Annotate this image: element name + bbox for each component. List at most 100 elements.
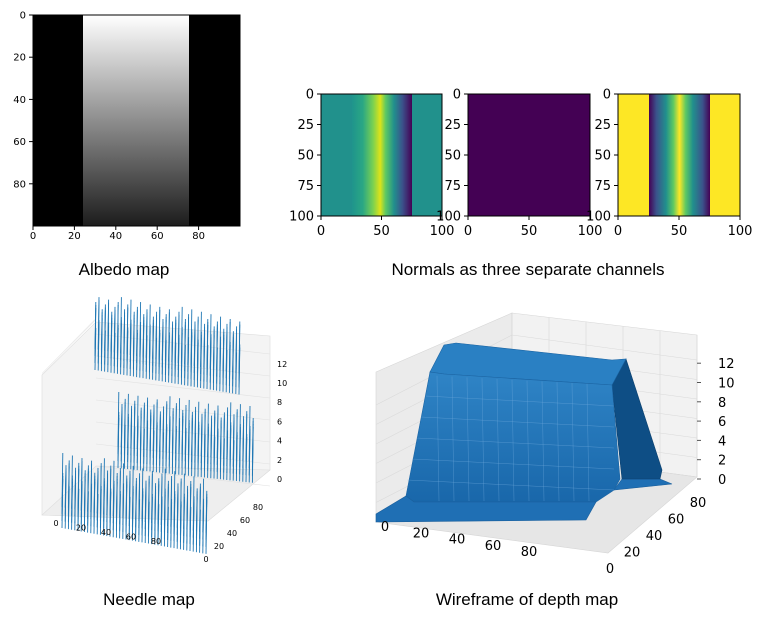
needle-arrow: [202, 478, 205, 533]
needle-arrow: [216, 405, 219, 458]
needle-arrow: [97, 297, 100, 350]
needle-arrow: [197, 401, 200, 456]
needle-arrow: [174, 316, 177, 363]
albedo-xtick-label: 40: [109, 231, 122, 242]
needle-arrow: [146, 397, 149, 451]
surface-xtick-label: 40: [449, 533, 466, 548]
needle-arrow: [171, 321, 174, 363]
needle-arrow: [87, 465, 89, 512]
needle-arrow: [120, 403, 123, 448]
needle-arrow: [180, 306, 183, 364]
normal-ytick-label: 50: [594, 149, 611, 164]
albedo-caption: Albedo map: [79, 260, 170, 279]
needle-gridline: [95, 465, 271, 487]
needle-arrow: [178, 398, 181, 454]
needle-gridline: [95, 333, 271, 355]
needle-arrow: [251, 417, 254, 462]
needle-arrow: [132, 311, 135, 356]
normal-x-left: [321, 94, 352, 216]
needle-arrow: [228, 319, 231, 372]
needle-arrow: [219, 417, 222, 459]
needle-arrow: [149, 409, 152, 451]
needle-arrow: [154, 483, 157, 524]
needle-arrow: [83, 470, 86, 512]
normals-caption: Normals as three separate channels: [391, 260, 664, 279]
needle-arrow: [148, 304, 151, 359]
needle-arrow: [200, 413, 203, 457]
normal-xtick-label: 0: [317, 224, 325, 239]
surface-mesh-lines: [407, 375, 615, 502]
needle-arrow: [163, 468, 166, 526]
needle-arrow: [61, 452, 64, 508]
surface-xtick-label: 20: [413, 526, 430, 541]
normal-xtick-label: 0: [464, 224, 472, 239]
normal-ytick-label: 100: [289, 210, 314, 225]
needle-arrow: [147, 475, 150, 523]
needle-arrow: [67, 460, 70, 509]
needle-ztick-label: 10: [277, 379, 287, 388]
needle-arrow: [162, 406, 165, 452]
needle-arrow: [123, 309, 126, 354]
surface-mesh-line: [416, 437, 615, 449]
needle-arrow: [120, 297, 122, 354]
needle-arrow: [193, 321, 196, 366]
wireframe-panel: 0 2 4 6 8 10 12 0 20 40 60 80 0 20 40 60 80 Wireframe of…: [375, 312, 735, 609]
needle-arrow: [168, 309, 170, 362]
needle-gridline: [95, 355, 271, 377]
normal-z-band: [649, 94, 710, 216]
needle-arrow: [175, 403, 177, 454]
needle-arrow: [242, 416, 245, 461]
normal-ytick-label: 25: [297, 118, 314, 133]
needle-arrow: [191, 411, 193, 456]
needle-ztick-label: 0: [277, 475, 282, 484]
needle-arrow: [90, 460, 93, 513]
normal-x-band: [352, 94, 412, 216]
normal-ytick-label: 75: [297, 179, 314, 194]
needle-arrow: [155, 399, 158, 452]
needle-arrow: [107, 299, 110, 352]
albedo-frame: [32, 14, 241, 227]
normal-ytick-label: 75: [444, 179, 461, 194]
needle-arrow: [177, 311, 180, 364]
needle-arrow: [139, 407, 142, 450]
needle-ytick-label: 80: [253, 503, 263, 512]
needle-arrow: [93, 472, 96, 513]
surface-ytick-label: 0: [606, 562, 614, 577]
needle-arrow: [126, 304, 129, 355]
needle-arrow: [74, 467, 77, 510]
albedo-panel: 0 20 40 60 80 0 20 40 60 80 Albedo map: [13, 11, 241, 279]
surface-ytick-label: 80: [690, 496, 707, 511]
needle-arrow: [226, 407, 229, 459]
normal-xtick-label: 50: [671, 224, 688, 239]
needle-arrow: [170, 475, 173, 527]
albedo-xtick-label: 0: [30, 231, 36, 242]
needle-arrow: [99, 463, 102, 514]
needle-arrow: [194, 406, 197, 456]
needle-arrow: [216, 321, 218, 370]
normal-ytick-label: 50: [297, 149, 314, 164]
needle-arrow: [80, 458, 83, 511]
needle-ztick-label: 2: [277, 456, 282, 465]
needle-gridline: [95, 377, 271, 399]
normal-ytick-label: 0: [306, 88, 314, 103]
needle-arrow: [96, 467, 99, 514]
needle-arrow: [115, 472, 118, 517]
needle-arrow: [109, 465, 112, 516]
needle-arrow: [248, 406, 251, 462]
needle-arrow: [173, 471, 176, 528]
needle-arrow: [164, 314, 167, 361]
needle-arrow: [136, 306, 138, 357]
surface-mesh-line: [511, 379, 515, 502]
needle-arrow: [113, 306, 116, 353]
needle-arrow: [144, 480, 147, 522]
needle-ztick-label: 4: [277, 437, 282, 446]
normal-ytick-label: 50: [444, 149, 461, 164]
surface-mesh-line: [541, 381, 545, 502]
needle-arrow: [131, 465, 134, 520]
needle-arrow: [128, 470, 131, 520]
normal-ytick-label: 25: [594, 118, 611, 133]
normal-ytick-label: 100: [586, 210, 611, 225]
needle-arrow: [238, 321, 241, 374]
needle-arrow: [125, 475, 128, 519]
needle-arrow: [130, 405, 133, 449]
